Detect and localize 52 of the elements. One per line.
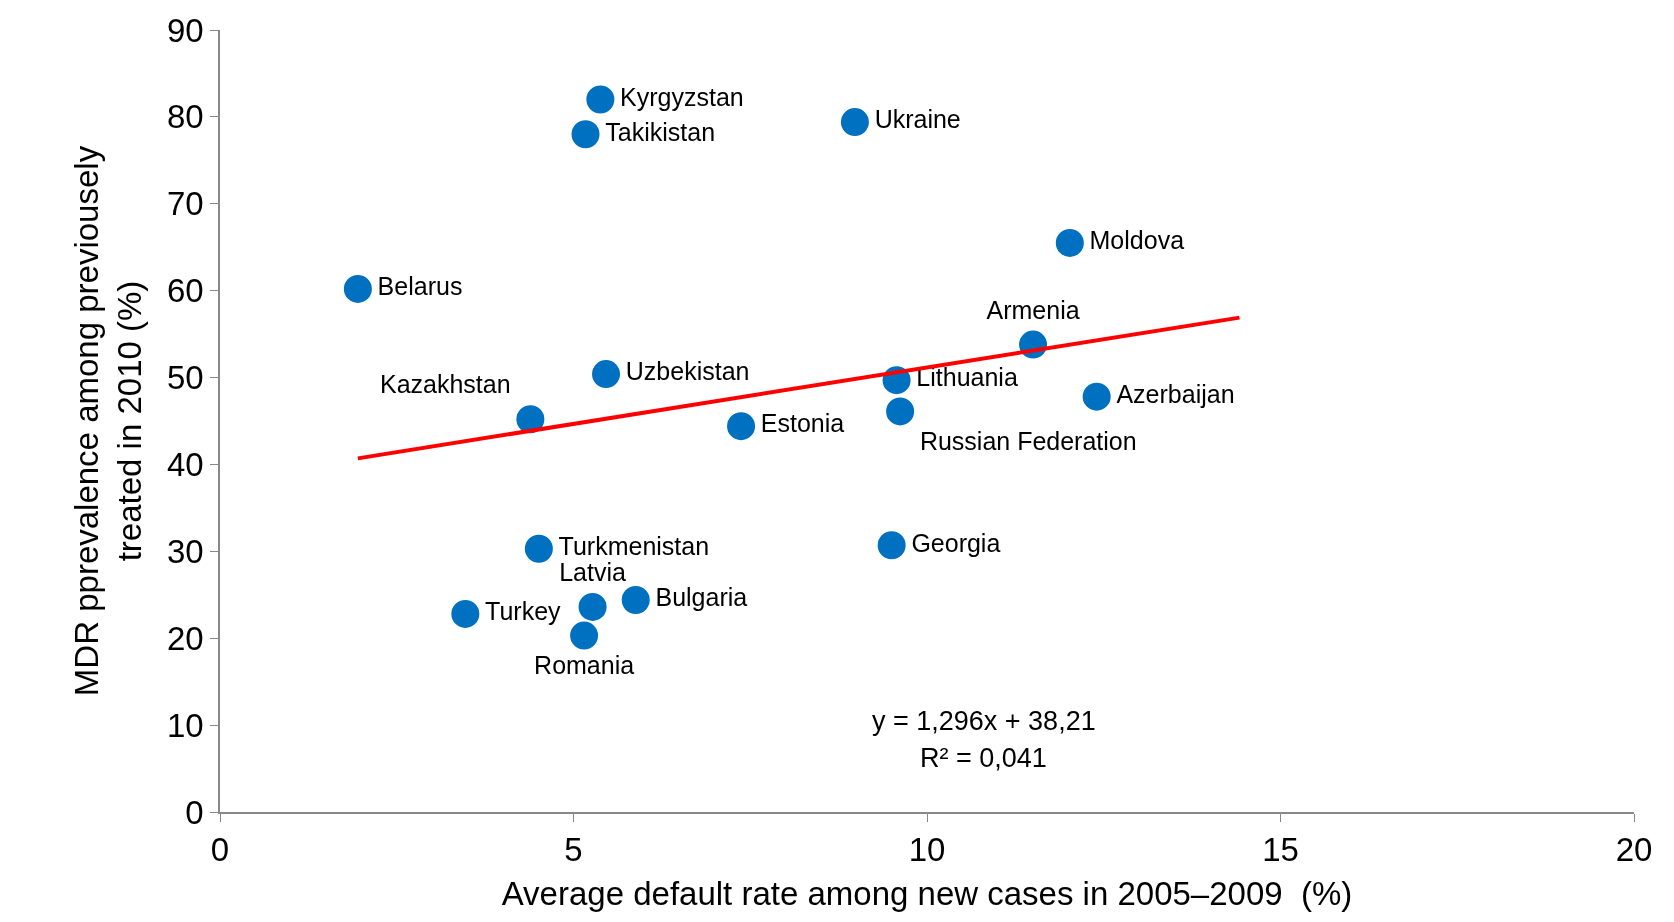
y-tick-label: 50 — [166, 359, 204, 397]
data-label: Latvia — [559, 557, 627, 586]
point — [884, 395, 917, 428]
x-tick-label: 0 — [210, 831, 230, 869]
data-label: Georgia — [911, 528, 1001, 557]
data-label: Moldova — [1089, 226, 1185, 255]
data-label: Estonia — [760, 409, 845, 438]
point — [725, 410, 758, 443]
y-axis-title: MDR pprevalence among previousely treated in 2010 (%) — [68, 145, 149, 697]
data-label: Armenia — [986, 295, 1080, 324]
point — [1053, 226, 1086, 259]
data-label: Ukraine — [874, 105, 961, 134]
data-label: Russian Federation — [919, 426, 1137, 455]
y-tick-label: 40 — [166, 445, 204, 483]
data-label: Kazakhstan — [379, 370, 511, 399]
data-label: Belarus — [377, 272, 463, 301]
point — [341, 272, 374, 305]
annotation: y = 1,296x + 38,21 — [872, 706, 1096, 736]
y-tick-label: 90 — [166, 11, 204, 49]
point — [568, 619, 601, 652]
y-tick-label: 30 — [166, 532, 204, 570]
x-tick-label: 5 — [564, 831, 583, 869]
point — [875, 529, 908, 562]
data-label: Bulgaria — [655, 583, 748, 612]
point — [838, 106, 871, 139]
y-tick-label: 60 — [166, 272, 204, 310]
data-label: Azerbaijan — [1116, 379, 1235, 408]
data-label: Turkey — [485, 597, 562, 626]
x-axis-title: Average default rate among new cases in 2005–2009 (%) — [501, 875, 1353, 913]
point — [590, 358, 623, 391]
x-tick-label: 15 — [1262, 831, 1299, 869]
data-label: Takikistan — [605, 117, 716, 146]
y-tick-label: 10 — [166, 706, 204, 744]
data-label: Lithuania — [916, 363, 1018, 392]
point — [569, 118, 602, 151]
y-tick-label: 70 — [166, 185, 204, 223]
annotation: R² = 0,041 — [920, 743, 1047, 773]
data-label: Kyrgyzstan — [620, 82, 744, 111]
y-tick-label: 20 — [166, 619, 204, 657]
y-tick-label: 80 — [166, 98, 204, 136]
x-tick-label: 20 — [1615, 831, 1653, 869]
point — [522, 532, 555, 565]
y-tick-label: 0 — [185, 793, 204, 831]
point — [584, 83, 617, 116]
point — [576, 590, 609, 623]
data-label: Uzbekistan — [625, 357, 750, 386]
data-label: Romania — [534, 651, 635, 680]
data-label: Turkmenistan — [558, 531, 710, 560]
point — [1080, 380, 1113, 413]
x-tick-label: 10 — [908, 831, 946, 869]
point — [619, 583, 652, 616]
point — [449, 597, 482, 630]
